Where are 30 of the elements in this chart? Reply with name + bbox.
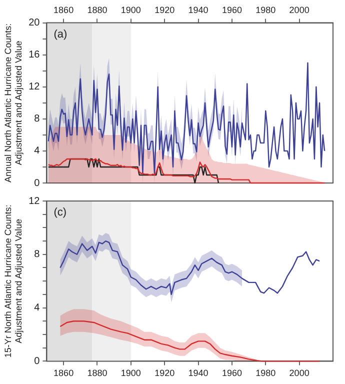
y-tick-label: 0 xyxy=(34,356,40,367)
x-tick-label: 1940 xyxy=(188,4,208,15)
x-tick-label: 1980 xyxy=(256,368,276,378)
x-tick-label: 2000 xyxy=(289,4,310,15)
y-axis-title: 15-Yr North Atlantic Hurricane Counts: Adjustment and Adjusted Value xyxy=(2,204,24,358)
y-tick-label: 16 xyxy=(28,50,40,61)
y-tick-label: 12 xyxy=(28,196,40,207)
x-tick-label: 1980 xyxy=(256,4,276,15)
x-tick-label: 1880 xyxy=(87,4,108,15)
x-tick-label: 1880 xyxy=(87,368,108,378)
y-tick-label: 4 xyxy=(34,146,40,157)
x-tick-label: 1920 xyxy=(154,4,175,15)
y-tick-label: 0 xyxy=(34,178,40,189)
x-tick-label: 1900 xyxy=(120,4,141,15)
annotation: (c) xyxy=(54,206,67,219)
x-tick-label: 1960 xyxy=(222,368,242,378)
annotation: (a) xyxy=(54,28,68,40)
x-tick-label: 1860 xyxy=(54,4,74,15)
y-tick-label: 8 xyxy=(34,249,40,260)
y-tick-label: 8 xyxy=(34,114,40,125)
x-tick-label: 1920 xyxy=(154,368,175,378)
y-axis-title: Annual North Atlantic Hurricane Counts: Adjustment and Adjusted Value xyxy=(2,23,24,182)
x-tick-label: 1860 xyxy=(54,368,74,378)
x-tick-label: 2000 xyxy=(289,368,310,378)
y-tick-label: 12 xyxy=(28,82,40,93)
x-tick-label: 1940 xyxy=(188,368,208,378)
x-tick-label: 1960 xyxy=(222,4,242,15)
y-tick-label: 20 xyxy=(28,18,40,29)
x-tick-label: 1900 xyxy=(120,368,141,378)
y-tick-label: 4 xyxy=(34,302,40,314)
